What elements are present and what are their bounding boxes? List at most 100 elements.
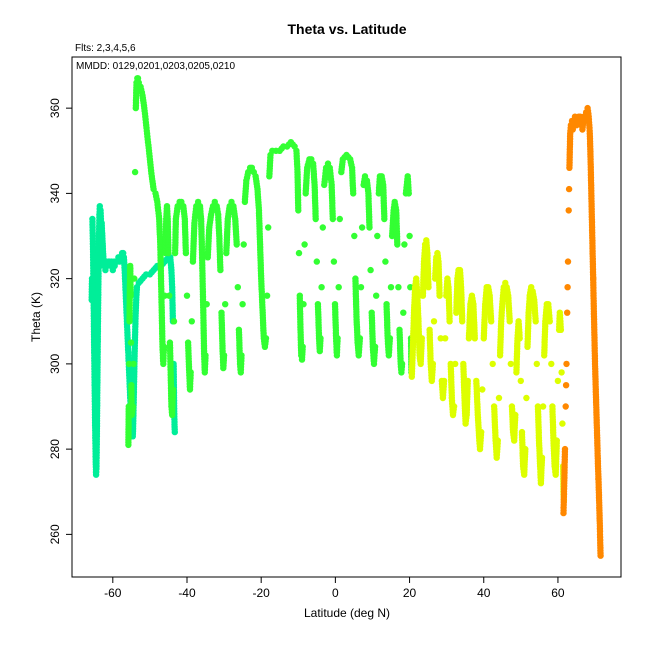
data-point: [240, 241, 247, 248]
data-point: [564, 284, 571, 291]
data-point: [313, 258, 320, 265]
data-point: [565, 185, 573, 193]
data-point: [127, 339, 135, 346]
x-tick-label: 20: [403, 586, 417, 600]
data-point: [597, 552, 604, 559]
data-point: [517, 377, 524, 385]
data-point: [546, 318, 553, 325]
series-1: [125, 75, 415, 449]
data-point: [120, 249, 127, 257]
data-point: [373, 292, 380, 299]
data-point: [464, 377, 471, 385]
y-tick-label: 320: [48, 268, 62, 288]
data-point: [336, 215, 343, 223]
x-tick-label: 60: [551, 586, 565, 600]
x-tick-label: -60: [104, 586, 122, 600]
data-point: [160, 343, 168, 350]
x-tick-label: 0: [332, 586, 339, 600]
series-3: [560, 104, 604, 559]
data-point: [561, 445, 569, 453]
data-point: [130, 360, 137, 368]
data-point: [553, 437, 560, 444]
data-point: [559, 420, 566, 427]
y-axis: 260 280 300 320 340 360: [48, 98, 72, 544]
data-point: [131, 275, 138, 282]
data-point: [595, 475, 602, 483]
data-point: [371, 343, 379, 350]
data-point: [312, 215, 319, 223]
data-point: [301, 241, 308, 248]
data-point: [564, 309, 571, 316]
x-tick-label: -40: [178, 586, 196, 600]
data-point: [450, 403, 458, 410]
plot-frame: [71, 56, 622, 578]
data-point: [299, 343, 306, 350]
data-point: [522, 445, 529, 453]
data-point: [418, 335, 425, 342]
data-point: [129, 403, 136, 410]
data-point: [479, 386, 486, 393]
data-point: [590, 275, 597, 282]
data-point: [318, 284, 325, 291]
data-point: [446, 318, 453, 325]
data-point: [506, 318, 513, 325]
data-point: [374, 232, 381, 240]
data-point: [488, 318, 495, 325]
data-point: [495, 394, 503, 402]
data-point: [319, 224, 326, 231]
data-point: [538, 454, 546, 461]
data-point: [263, 292, 271, 299]
data-point: [239, 301, 246, 308]
data-point: [494, 437, 501, 444]
data-point: [335, 284, 342, 291]
data-point: [394, 241, 401, 248]
flights-note: Flts: 2,3,4,5,6: [75, 43, 136, 54]
data-point: [203, 301, 210, 308]
data-point: [562, 403, 569, 410]
chart-title: Theta vs. Latitude: [287, 21, 406, 37]
data-point: [429, 360, 437, 368]
data-point: [262, 335, 270, 342]
data-point: [317, 335, 324, 342]
data-point: [169, 386, 177, 393]
data-point: [222, 301, 229, 308]
data-point: [478, 428, 485, 436]
data-point: [557, 326, 565, 333]
data-point: [125, 360, 133, 368]
data-point: [386, 335, 394, 342]
x-tick-label: 40: [477, 586, 491, 600]
data-point: [489, 360, 496, 368]
data-point: [330, 258, 338, 265]
data-point: [548, 360, 555, 368]
data-point: [565, 207, 572, 214]
data-points: [88, 75, 604, 559]
x-axis: -60 -40 -20 0 20 40 60: [104, 577, 565, 600]
data-point: [265, 224, 272, 231]
data-point: [405, 190, 412, 197]
data-point: [430, 318, 438, 325]
data-point: [407, 284, 414, 291]
data-point: [437, 335, 444, 342]
data-point: [356, 335, 364, 342]
data-point: [220, 352, 228, 359]
data-point: [295, 207, 302, 214]
data-point: [165, 249, 172, 257]
data-point: [358, 224, 366, 231]
y-tick-label: 360: [48, 98, 62, 118]
data-point: [523, 394, 530, 402]
y-tick-label: 260: [48, 524, 62, 544]
data-point: [387, 284, 395, 291]
series-2: [408, 237, 568, 504]
data-point: [367, 266, 374, 274]
mmdd-annotation: MMDD: 0129,0201,0203,0205,0210: [76, 61, 235, 72]
data-point: [295, 249, 303, 257]
data-point: [171, 428, 178, 436]
data-point: [382, 258, 389, 265]
data-point: [351, 232, 358, 240]
y-tick-label: 280: [48, 439, 62, 459]
data-point: [182, 249, 190, 257]
data-point: [459, 318, 466, 325]
data-point: [398, 360, 406, 368]
data-point: [554, 377, 562, 385]
